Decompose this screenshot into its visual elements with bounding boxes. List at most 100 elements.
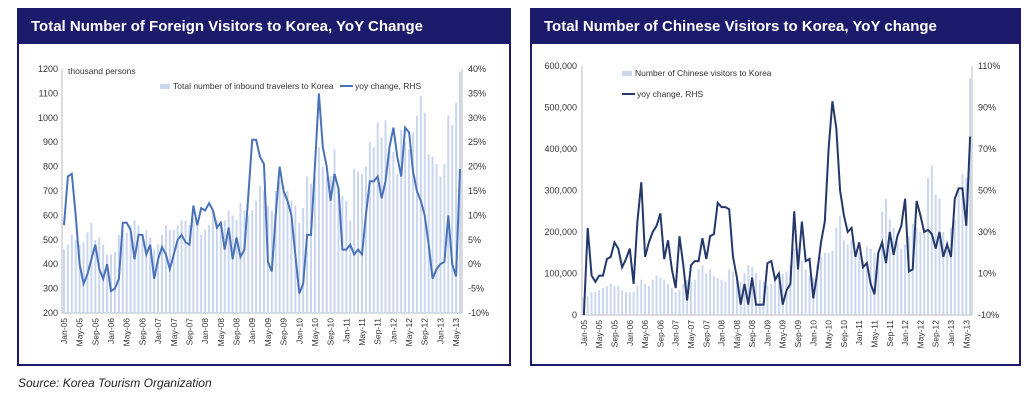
x-tick-label: Jan-06 — [106, 318, 116, 344]
x-tick-label: Sep-06 — [655, 320, 665, 348]
x-tick-label: Sep-09 — [793, 320, 803, 348]
x-tick-label: Jan-05 — [59, 318, 69, 344]
bar — [724, 281, 727, 315]
bar — [137, 225, 140, 313]
bar — [930, 165, 933, 315]
bar — [404, 142, 407, 313]
y-tick-label: 1000 — [38, 113, 58, 123]
bar — [950, 227, 952, 315]
y-tick-label: 1100 — [39, 88, 58, 98]
bar — [621, 290, 624, 315]
bar — [212, 210, 214, 313]
bar — [735, 277, 738, 315]
x-tick-label: Jan-12 — [900, 320, 910, 346]
y2-tick-label: 30% — [468, 113, 486, 123]
bar — [180, 220, 183, 313]
x-tick-label: Sep-05 — [90, 318, 100, 346]
bar — [781, 273, 784, 315]
bar — [90, 222, 93, 313]
bar — [720, 279, 723, 315]
x-tick-label: May-05 — [594, 320, 604, 349]
bar — [846, 244, 849, 315]
bar — [262, 191, 265, 313]
y2-tick-label: 40% — [468, 64, 486, 74]
x-tick-label: Sep-08 — [747, 320, 757, 348]
bar — [278, 181, 281, 313]
y2-tick-label: 0% — [468, 259, 481, 269]
bar — [349, 220, 352, 313]
y-tick-label: 200 — [43, 308, 58, 318]
bar — [670, 288, 673, 315]
bar — [605, 285, 608, 315]
bar — [70, 234, 73, 313]
bar — [655, 275, 658, 315]
bar — [777, 275, 780, 315]
legend-bar-swatch — [622, 71, 632, 76]
x-tick-label: May-13 — [961, 320, 971, 349]
x-tick-label: Jan-07 — [153, 318, 163, 344]
y-tick-label: 400,000 — [544, 144, 577, 154]
bar — [659, 277, 662, 315]
y2-tick-label: 10% — [468, 210, 486, 220]
bar — [900, 248, 903, 315]
bar — [157, 244, 160, 313]
bar — [376, 122, 379, 314]
bar — [412, 132, 414, 313]
x-tick-label: Jan-09 — [762, 320, 772, 346]
bar — [282, 186, 285, 313]
y-tick-label: 1200 — [38, 64, 58, 74]
bar — [400, 130, 403, 313]
y-tick-label: 300 — [43, 284, 58, 294]
bar — [701, 265, 704, 315]
bar — [215, 220, 218, 313]
bar — [854, 254, 857, 315]
x-tick-label: May-06 — [122, 318, 132, 347]
bar — [716, 277, 719, 315]
bar — [743, 273, 746, 315]
bar — [709, 269, 712, 315]
legend-line-label: yoy change, RHS — [355, 81, 421, 91]
x-tick-label: Jan-05 — [579, 320, 589, 346]
bar — [755, 273, 757, 315]
bar — [915, 227, 918, 315]
source-note: Source: Korea Tourism Organization — [18, 376, 212, 390]
bar — [98, 237, 101, 313]
bar — [247, 215, 250, 313]
bar — [590, 292, 593, 315]
x-tick-label: May-12 — [404, 318, 414, 347]
x-tick-label: Sep-12 — [931, 320, 941, 348]
bar — [766, 285, 769, 315]
x-tick-label: Jan-10 — [808, 320, 818, 346]
x-tick-label: Sep-06 — [137, 318, 147, 346]
bar — [392, 151, 395, 313]
bar — [667, 283, 669, 315]
y2-tick-label: 15% — [468, 186, 486, 196]
bar — [682, 283, 685, 315]
bar — [625, 292, 627, 315]
bar — [892, 227, 895, 315]
bar — [129, 225, 132, 313]
x-tick-label: May-13 — [451, 318, 461, 347]
bar — [451, 125, 454, 314]
bar — [274, 191, 277, 313]
x-tick-label: May-07 — [169, 318, 179, 347]
x-tick-label: May-08 — [732, 320, 742, 349]
x-tick-label: Jan-07 — [671, 320, 681, 346]
bar — [835, 227, 838, 315]
bar — [361, 173, 363, 313]
x-tick-label: May-10 — [310, 318, 320, 347]
y-tick-label: 500 — [43, 235, 58, 245]
y-tick-label: 600,000 — [544, 61, 577, 71]
bar — [364, 166, 367, 313]
bar — [431, 156, 434, 313]
bar — [797, 265, 799, 315]
bar — [598, 290, 601, 315]
bar — [149, 237, 152, 313]
bar — [357, 171, 360, 313]
x-tick-label: May-07 — [686, 320, 696, 349]
bar — [789, 265, 792, 315]
x-tick-label: Sep-07 — [701, 320, 711, 348]
bar — [66, 244, 69, 313]
bar — [329, 176, 332, 313]
yoy-line — [582, 101, 972, 316]
